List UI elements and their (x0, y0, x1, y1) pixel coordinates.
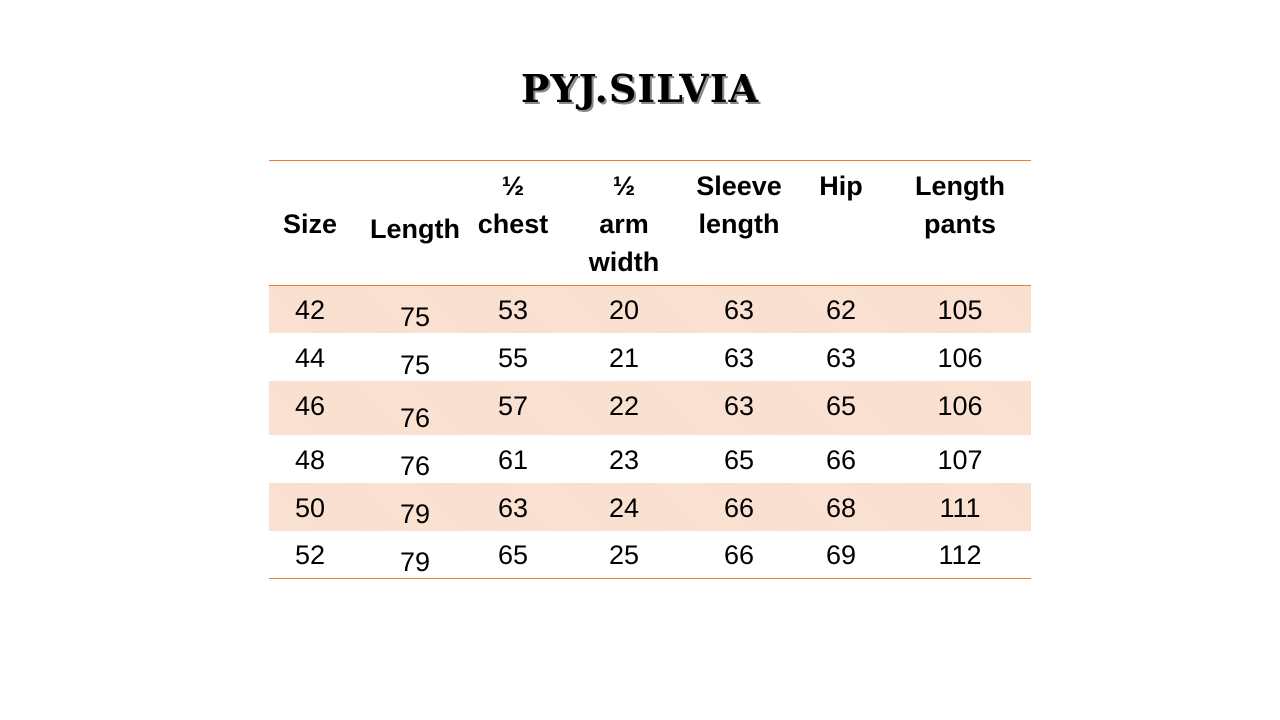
table-cell: 53 (497, 295, 529, 325)
table-cell: 63 (723, 295, 755, 325)
table-cell: 25 (608, 540, 640, 570)
table-cell: 65 (497, 540, 529, 570)
column-header-line: pants (923, 209, 997, 239)
table-cell: 61 (497, 445, 529, 475)
column-header-line: Size (282, 209, 338, 239)
table-cell: 107 (937, 445, 983, 475)
table-cell: 63 (825, 343, 857, 373)
column-header-line: Hip (819, 171, 863, 201)
table-cell: 44 (294, 343, 326, 373)
column-header-line: chest (477, 209, 549, 239)
table-cell: 50 (294, 493, 326, 523)
table-cell: 63 (723, 391, 755, 421)
column-header: ½ arm width (589, 167, 659, 281)
table-cell: 22 (608, 391, 640, 421)
table-cell: 79 (399, 547, 431, 577)
column-header-line: Length (370, 214, 460, 244)
table-cell: 75 (399, 350, 431, 380)
column-header: Size (283, 205, 337, 243)
row-band (269, 285, 1031, 333)
table-cell: 65 (723, 445, 755, 475)
table-cell: 112 (938, 540, 982, 570)
table-rule (269, 578, 1031, 579)
table-cell: 105 (937, 295, 983, 325)
table-rule (269, 285, 1031, 286)
row-band (269, 483, 1031, 531)
table-rule (269, 160, 1031, 161)
table-cell: 57 (497, 391, 529, 421)
table-cell: 63 (723, 343, 755, 373)
table-cell: 111 (939, 493, 981, 523)
table-cell: 42 (294, 295, 326, 325)
column-header: Sleeve length (696, 167, 782, 243)
column-header-line: width (588, 247, 660, 277)
column-header: Length (370, 210, 460, 248)
page-title: PYJ.SILVIA (520, 66, 760, 111)
table-cell: 62 (825, 295, 857, 325)
table-cell: 69 (825, 540, 857, 570)
column-header-line: length (698, 209, 780, 239)
table-cell: 65 (825, 391, 857, 421)
row-band (269, 381, 1031, 435)
table-cell: 76 (399, 451, 431, 481)
table-cell: 66 (825, 445, 857, 475)
table-cell: 106 (937, 343, 983, 373)
table-cell: 20 (608, 295, 640, 325)
table-cell: 106 (937, 391, 983, 421)
table-cell: 66 (723, 493, 755, 523)
table-cell: 55 (497, 343, 529, 373)
column-header-line: Sleeve (696, 171, 782, 201)
column-header-line: ½ (501, 171, 525, 201)
table-cell: 63 (497, 493, 529, 523)
table-cell: 79 (399, 499, 431, 529)
column-header-line: Length (915, 171, 1005, 201)
column-header-line: ½ (612, 171, 636, 201)
column-header-line: arm (599, 209, 649, 239)
table-cell: 21 (608, 343, 640, 373)
table-cell: 48 (294, 445, 326, 475)
table-cell: 24 (608, 493, 640, 523)
table-cell: 46 (294, 391, 326, 421)
column-header: Length pants (915, 167, 1005, 243)
column-header: Hip (819, 167, 863, 205)
column-header: ½ chest (478, 167, 549, 243)
table-cell: 66 (723, 540, 755, 570)
table-cell: 76 (399, 403, 431, 433)
table-cell: 23 (608, 445, 640, 475)
table-cell: 68 (825, 493, 857, 523)
table-cell: 75 (399, 302, 431, 332)
table-cell: 52 (294, 540, 326, 570)
